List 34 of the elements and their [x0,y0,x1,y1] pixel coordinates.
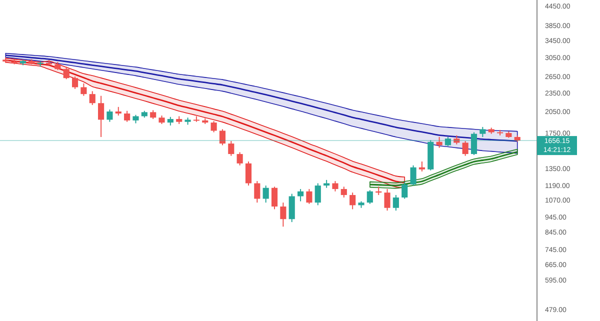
candlestick [332,180,338,192]
candlestick [63,66,70,80]
candlestick [470,132,478,156]
candlestick [306,188,312,204]
candlestick [210,120,217,133]
candlestick [350,192,356,210]
candlestick [462,140,468,156]
candlestick [366,190,373,204]
candlestick [80,82,87,96]
candlestick [193,116,200,122]
candlestick [314,182,321,206]
candlestick [98,95,104,138]
candlestick [384,188,390,212]
candlestick [245,160,252,186]
candlestick [392,194,399,212]
candlestick [480,126,486,138]
candlestick [402,182,408,200]
candlestick [254,180,260,204]
candlestick [89,90,96,106]
candlestick [444,136,452,147]
candlestick [418,160,425,172]
candlestick [297,188,304,202]
candlestick [228,140,234,156]
candlestick [236,152,243,166]
candlestick [271,186,278,210]
candlestick [280,202,286,228]
candlestick [219,128,226,146]
candlestick [72,76,78,90]
candlestick [288,193,295,223]
candlestick [106,109,113,122]
candlestick [410,164,416,186]
candlestick [262,185,269,204]
candlestick [340,186,347,198]
candlestick [124,110,130,122]
